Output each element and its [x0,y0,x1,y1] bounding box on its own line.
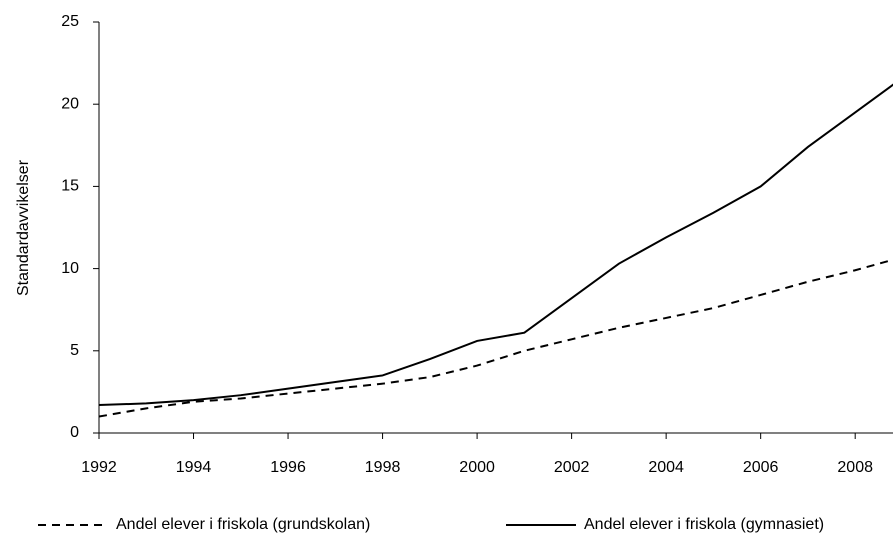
x-tick-label: 2008 [837,459,873,476]
x-tick-label: 2006 [743,459,779,476]
x-tick-label: 1996 [270,459,306,476]
y-tick-label: 20 [61,95,79,112]
y-axis-label: Standardavvikelser [15,159,32,296]
x-tick-label: 1992 [81,459,117,476]
line-series [99,258,893,418]
x-tick-label: 1994 [176,459,212,476]
legend-label: Andel elever i friskola (gymnasiet) [584,516,824,533]
x-tick-label: 2004 [648,459,684,476]
legend-label: Andel elever i friskola (grundskolan) [116,516,370,533]
y-tick-label: 0 [70,424,79,441]
y-tick-label: 15 [61,178,79,195]
y-tick-label: 10 [61,260,79,277]
line-series [99,83,893,407]
x-tick-label: 1998 [365,459,401,476]
y-tick-label: 25 [61,13,79,30]
x-tick-label: 2000 [459,459,495,476]
y-tick-label: 5 [70,342,79,359]
x-tick-label: 2002 [554,459,590,476]
